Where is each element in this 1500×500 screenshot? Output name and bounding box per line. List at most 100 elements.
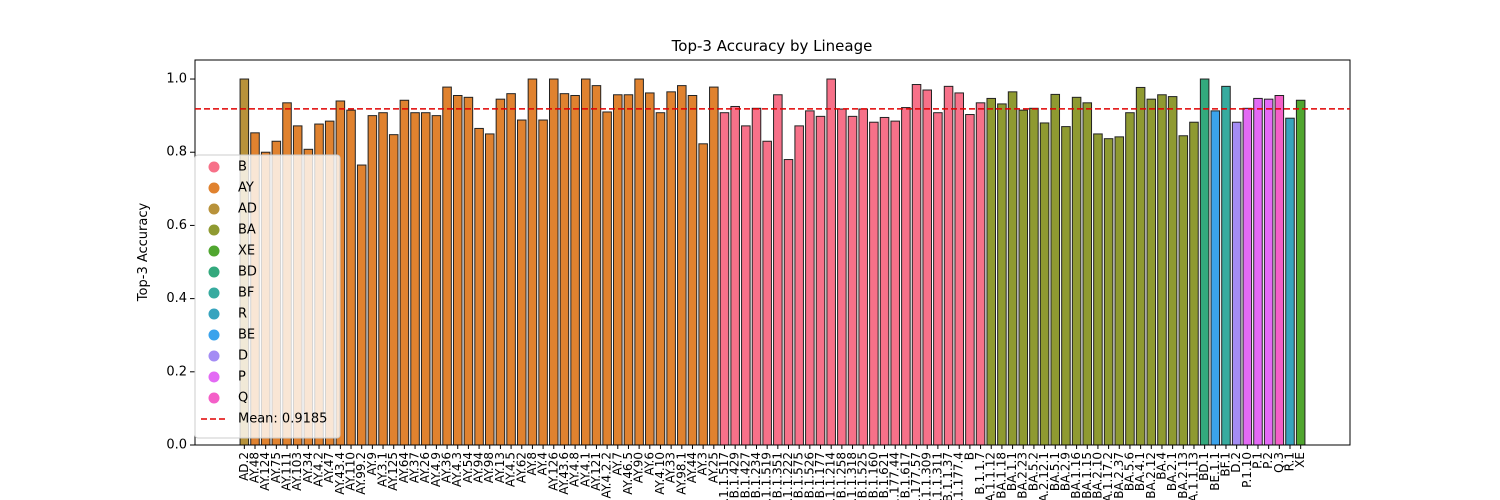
x-tick-label: P.1 — [1250, 452, 1264, 469]
x-tick-label: B.1.1.318 — [845, 452, 859, 500]
bar — [420, 112, 431, 446]
bar — [452, 94, 463, 446]
y-axis-label: Top-3 Accuracy — [136, 203, 151, 303]
bar — [901, 107, 911, 446]
legend-marker — [208, 266, 220, 278]
x-tick-label: B.1.429 — [728, 452, 742, 498]
x-tick-label: BA.2.23 — [1016, 452, 1030, 499]
bar — [677, 85, 687, 446]
chart-title: Top-3 Accuracy by Lineage — [671, 37, 873, 55]
bar — [815, 115, 826, 446]
bar — [346, 109, 356, 446]
x-tick-label: B.1.351 — [770, 452, 784, 498]
x-tick-label: AY.99.2 — [354, 452, 368, 495]
bar — [869, 121, 879, 446]
bar — [698, 143, 708, 446]
x-tick-label: BA.2.1 — [1165, 452, 1179, 491]
bar — [367, 115, 378, 446]
x-tick-label: AY.6 — [642, 452, 656, 476]
x-tick-label: AY.48 — [248, 452, 262, 483]
x-tick-label: AY.98 — [482, 452, 496, 483]
legend-label: Mean: 0.9185 — [238, 412, 327, 427]
x-tick-label: AY.94 — [472, 452, 486, 483]
bar — [933, 112, 943, 446]
bar — [655, 112, 666, 446]
x-tick-label: AY.90 — [632, 452, 646, 483]
bar — [847, 115, 858, 446]
y-tick-label: 0.8 — [166, 145, 187, 160]
x-tick-label: B.1.1.519 — [760, 452, 774, 500]
x-tick-label: AY.64 — [397, 452, 411, 483]
bar — [602, 111, 612, 446]
x-tick-label: BA.4 — [1154, 452, 1168, 480]
bar — [1061, 126, 1071, 446]
x-tick-label: P.1.10 — [1240, 452, 1254, 488]
legend-label: R — [238, 307, 247, 322]
x-tick-label: AY.44 — [685, 452, 699, 483]
x-tick-label: BA.5.6 — [1122, 452, 1136, 491]
x-tick-label: AY.4 — [536, 452, 550, 476]
bar — [1007, 91, 1018, 446]
x-tick-label: B.1.1.214 — [824, 452, 838, 500]
bar — [965, 114, 975, 446]
x-tick-label: R.1 — [1282, 452, 1296, 471]
bar — [1157, 94, 1167, 446]
bar — [581, 78, 591, 446]
x-tick-label: B.1.177.44 — [888, 452, 902, 500]
bar — [975, 102, 986, 446]
legend-label: BA — [238, 223, 256, 238]
bar — [1242, 107, 1253, 446]
x-tick-label: BA.2.12.1 — [1037, 452, 1051, 500]
bar — [783, 159, 794, 446]
x-tick-label: BF.1 — [1218, 452, 1232, 477]
legend-label: BE — [238, 328, 255, 343]
x-tick-label: AY.13 — [493, 452, 507, 483]
x-tick-label: B.1.1.222 — [781, 452, 795, 500]
x-tick-label: BA.2.13 — [1176, 452, 1190, 499]
x-tick-label: B.1.427 — [738, 452, 752, 498]
x-tick-label: BA.1.1.13 — [1186, 452, 1200, 500]
bar — [1285, 117, 1295, 446]
bar — [1253, 97, 1263, 446]
x-tick-label: AY.9 — [365, 452, 379, 476]
bar — [1039, 122, 1050, 446]
bar — [356, 164, 367, 446]
x-tick-label: AY.47 — [322, 452, 336, 483]
bar — [890, 120, 900, 446]
bar — [1274, 94, 1285, 446]
x-tick-label: AY.121 — [589, 452, 603, 491]
x-tick-label: AY.124 — [258, 452, 272, 491]
x-tick-label: AY.103 — [290, 452, 304, 491]
bar — [762, 140, 772, 446]
y-tick-label: 0.0 — [166, 438, 187, 453]
x-tick-label: AY.4.9 — [429, 452, 443, 487]
bar — [1050, 93, 1061, 446]
bar — [687, 94, 698, 446]
x-tick-label: AY.3.1 — [376, 452, 390, 487]
y-tick-label: 0.4 — [166, 291, 187, 306]
x-tick-label: AY.36 — [440, 452, 454, 483]
bar — [431, 115, 442, 446]
x-tick-label: BA.2.12 — [1144, 452, 1158, 499]
x-tick-label: AY.4.2.2 — [600, 452, 614, 499]
x-tick-label: B.1.1.517 — [717, 452, 731, 500]
legend-box — [194, 154, 341, 439]
x-tick-label: AY.4.1 — [578, 452, 592, 487]
bar — [666, 91, 676, 446]
x-tick-label: B.1.1.309 — [920, 452, 934, 500]
legend-label: BD — [238, 265, 257, 280]
x-tick-label: AY.110 — [344, 452, 358, 491]
legend-marker — [208, 392, 220, 404]
x-tick-label: B.1.177.57 — [909, 452, 923, 500]
x-tick-label: AD.2 — [237, 452, 251, 481]
bar — [805, 110, 815, 446]
bar — [623, 94, 634, 446]
bar — [388, 134, 399, 446]
bar — [613, 94, 623, 446]
bar — [719, 112, 730, 446]
legend-label: AD — [238, 202, 257, 217]
y-tick-label: 0.2 — [166, 364, 187, 379]
legend-marker — [208, 371, 220, 383]
legend-marker — [208, 308, 220, 320]
